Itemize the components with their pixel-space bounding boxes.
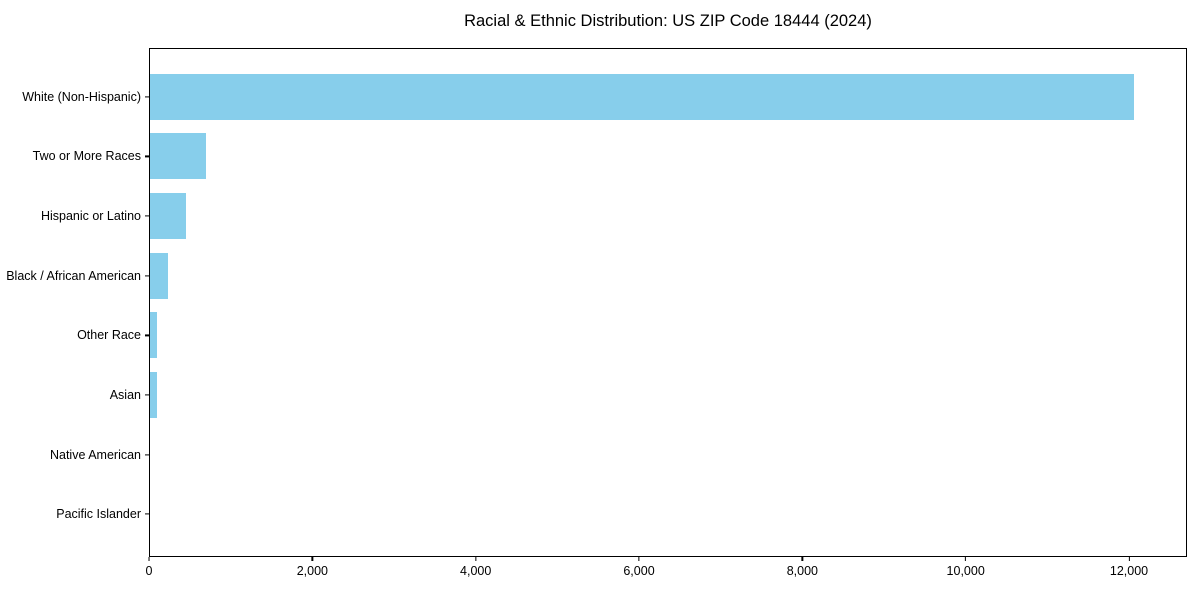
y-tick-mark <box>145 155 149 158</box>
x-tick-label: 6,000 <box>623 564 655 578</box>
x-tick-mark <box>638 557 640 561</box>
x-tick: 6,000 <box>623 557 655 578</box>
plot-rows: White (Non-Hispanic) Two or More Races His… <box>6 49 1186 556</box>
x-tick: 12,000 <box>1110 557 1148 578</box>
y-tick-mark <box>145 96 149 98</box>
x-tick: 4,000 <box>460 557 491 578</box>
x-tick-label: 12,000 <box>1109 564 1149 578</box>
bar-row: Hispanic or Latino <box>41 186 1186 246</box>
x-tick-label: 4,000 <box>460 564 492 578</box>
x-tick-label: 8,000 <box>786 564 818 578</box>
x-axis: 0 2,000 4,000 6,000 8,000 10,000 12,000 <box>145 557 1187 581</box>
chart-title: Racial & Ethnic Distribution: US ZIP Cod… <box>464 12 872 30</box>
bar <box>150 73 1134 120</box>
bar-row: Native American <box>50 425 1186 485</box>
bar <box>150 312 158 359</box>
category-label: Asian <box>109 387 141 402</box>
x-tick-label: 2,000 <box>296 564 328 578</box>
y-tick-mark <box>145 215 149 217</box>
category-label: Other Race <box>77 328 141 343</box>
x-tick-label: 0 <box>145 564 153 578</box>
bar <box>150 193 186 240</box>
plot-area: White (Non-Hispanic) Two or More Races His… <box>6 48 1187 557</box>
x-tick-mark <box>311 557 313 561</box>
y-tick-mark <box>145 394 149 396</box>
category-label: Two or More Races <box>32 149 141 164</box>
bar <box>150 252 168 299</box>
bar-row: Pacific Islander <box>56 484 1186 544</box>
bar <box>150 133 206 180</box>
category-label: Black / African American <box>6 268 141 283</box>
bar <box>150 371 157 418</box>
bar-row: White (Non-Hispanic) <box>22 67 1186 127</box>
y-tick-mark <box>145 453 149 456</box>
bar-row: Other Race <box>77 306 1186 366</box>
category-label: Hispanic or Latino <box>40 209 141 224</box>
category-label: Native American <box>49 447 141 462</box>
y-tick-mark <box>145 334 149 336</box>
bar-row: Black / African American <box>6 246 1186 306</box>
x-tick-mark <box>801 557 803 561</box>
bar-row: Asian <box>110 365 1186 425</box>
x-tick-mark <box>148 557 150 561</box>
y-tick-mark <box>145 275 149 277</box>
x-tick: 10,000 <box>947 557 985 578</box>
x-tick-mark <box>475 557 477 561</box>
x-tick: 2,000 <box>297 557 328 578</box>
bar-row: Two or More Races <box>33 127 1186 187</box>
category-label: Pacific Islander <box>56 507 141 522</box>
category-label: White (Non-Hispanic) <box>22 89 141 104</box>
x-tick-label: 10,000 <box>946 564 985 578</box>
x-tick-mark <box>1128 557 1130 561</box>
y-tick-mark <box>145 513 149 515</box>
x-tick: 8,000 <box>787 557 818 578</box>
x-tick: 0 <box>145 557 153 578</box>
x-tick-mark <box>965 557 967 561</box>
